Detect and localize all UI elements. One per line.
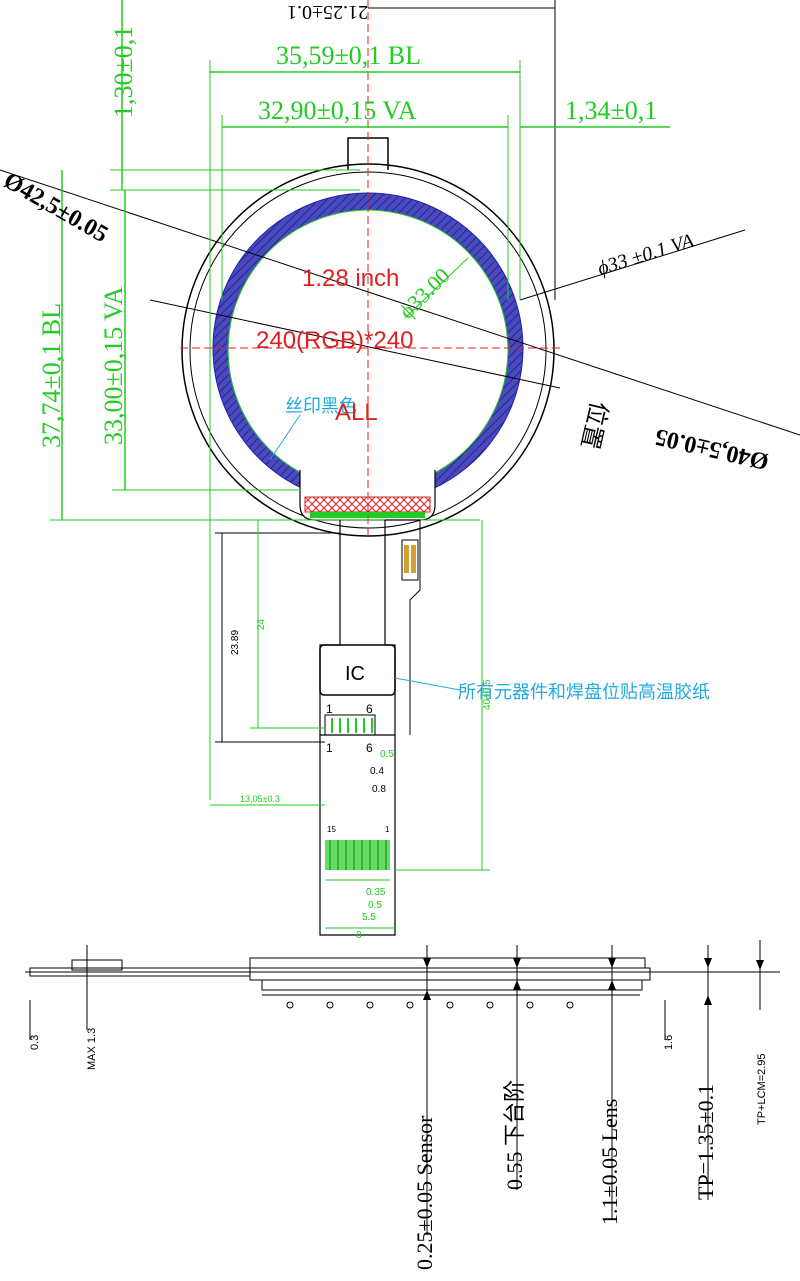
dim-pad-5-5: 5.5 [362,912,376,923]
tape-note: 所有元器件和焊盘位贴高温胶纸 [458,682,710,703]
dim-pitch-0-4: 0.4 [370,766,384,777]
side-tp-label: TP=1.35±0.1 [693,1084,718,1200]
side-lens [249,957,646,969]
bond-pads [310,512,425,518]
leader-inner-diameter [149,299,561,389]
gold-fingers [325,840,390,870]
side-step-label: 0.55 下台阶 [502,1080,527,1190]
pin-1-tail: 1 [385,825,390,834]
side-max-label: MAX 1.3 [86,1028,98,1070]
dim-va-height: 33,00±0,15 VA [99,286,128,445]
fpc-pad-b [411,545,416,573]
leader-va-diameter [519,229,746,301]
silk-all-label: ALL [335,399,378,426]
dim-top-offset: 1,30±0,1 [109,26,138,118]
dim-circle-diameter: ϕ33.00 [394,263,455,324]
dim-pitch-0-5: 0.5 [380,749,394,760]
dim-pad-0-5: 0.5 [368,900,382,911]
silk-note: 丝印黑色 [285,396,357,417]
side-tp [249,967,651,981]
side-total-label: TP+LCM=2.95 [756,1053,768,1125]
dim-pad-0-35: 0.35 [366,887,386,898]
dim-tail-8: 8 [356,930,362,941]
dim-inner-diameter: Ø40,5±0.05 [653,423,772,474]
fpc-branch [385,519,421,735]
dim-bl-height: 37,74±0,1 BL [37,303,66,448]
side-lcm [261,979,643,991]
dim-fpc-13-05: 13,05±0.3 [240,794,280,804]
pin-1-bottom: 1 [326,741,333,755]
leader-tape-note [394,677,461,691]
pin-6-bottom: 6 [366,741,373,755]
fpc-pad-a [404,545,409,573]
dim-va-diameter: ϕ33 ±0.1 VA [595,229,697,279]
dim-top-width: 21.25±0.1 [287,1,368,23]
dim-outer-diameter: Ø42,5±0.05 [0,168,112,248]
dim-pitch-0-8: 0.8 [372,784,386,795]
pin-6-top: 6 [366,702,373,716]
dim-bl-width: 35,59±0,1 BL [276,41,421,70]
fpc-pad-pair [401,539,419,581]
dim-fpc-23-89: 23.89 [230,630,241,655]
side-ic [71,959,123,971]
dim-fpc-24: 24 [256,618,267,630]
leader-outer-diameter [0,169,800,436]
fpc-tail [319,735,396,936]
pin-1-top: 1 [326,702,333,716]
leader-silk-note [269,414,301,461]
dim-right-offset: 1,34±0,1 [565,96,657,125]
leader-circle-dia [404,257,469,319]
dim-va-width: 32,90±0,15 VA [258,96,417,125]
pin-15-label: 15 [327,825,336,834]
side-0-3-label: 0.3 [29,1035,41,1050]
position-label: 位置 [575,399,612,452]
dim-fpc-40: 40±0.5 [482,679,493,710]
size-label: 1.28 inch [302,265,399,292]
side-1-6-label: 1.6 [663,1035,675,1050]
connector-pins [324,714,376,736]
side-lens-label: 1.1±0.05 Lens [597,1099,622,1225]
resolution-label: 240(RGB)*240 [256,327,413,354]
ic-chip [319,644,396,696]
ic-label: IC [345,663,365,685]
side-sensor-label: 0.25±0.05 Sensor [412,1115,437,1270]
